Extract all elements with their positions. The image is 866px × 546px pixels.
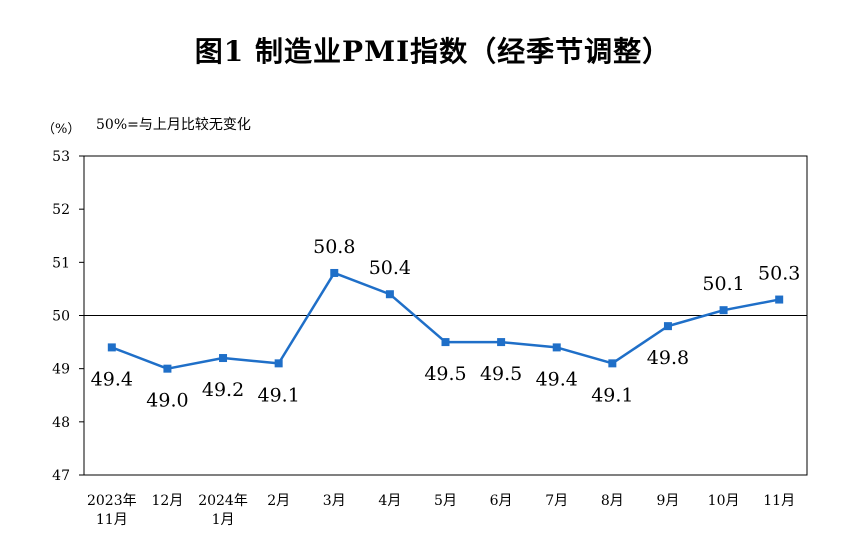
data-label: 49.1 [591, 384, 633, 406]
y-tick-label: 53 [52, 149, 70, 165]
y-tick-label: 49 [52, 362, 70, 378]
chart-note: 50%=与上月比较无变化 [96, 117, 251, 133]
data-point-marker [385, 290, 394, 299]
data-label: 49.5 [424, 363, 466, 385]
data-label: 50.4 [369, 257, 411, 279]
data-point-marker [441, 338, 450, 347]
data-point-marker [163, 364, 172, 373]
data-label: 50.3 [758, 263, 800, 285]
data-label: 49.2 [202, 379, 244, 401]
x-tick-label: 10月 [708, 493, 740, 509]
x-tick-label: 3月 [323, 493, 346, 509]
y-tick-label: 47 [52, 468, 70, 484]
data-label: 49.8 [647, 347, 689, 369]
x-tick-label: 6月 [490, 493, 513, 509]
y-tick-label: 48 [52, 415, 70, 431]
data-point-marker [719, 306, 728, 315]
data-label: 49.5 [480, 363, 522, 385]
data-point-marker [274, 359, 283, 368]
data-label: 49.1 [257, 384, 299, 406]
data-point-marker [608, 359, 617, 368]
y-tick-label: 51 [52, 255, 70, 271]
x-tick-label: 2月 [267, 493, 290, 509]
x-tick-label: 5月 [434, 493, 457, 509]
y-tick-label: 52 [52, 202, 70, 218]
x-tick-label: 8月 [601, 493, 624, 509]
data-point-marker [219, 354, 228, 363]
x-tick-label: 2023年 11月 [87, 493, 137, 528]
x-tick-label: 2024年 1月 [198, 493, 248, 528]
x-tick-label: 12月 [152, 493, 184, 509]
data-point-marker [107, 343, 116, 352]
data-point-marker [552, 343, 561, 352]
y-tick-label: 50 [52, 309, 70, 325]
chart-title: 图1 制造业PMI指数（经季节调整） [194, 35, 672, 68]
data-point-marker [330, 268, 339, 277]
x-tick-label: 7月 [545, 493, 568, 509]
data-point-marker [775, 295, 784, 304]
data-label: 50.1 [702, 273, 744, 295]
data-label: 49.4 [536, 368, 578, 390]
data-label: 50.8 [313, 236, 355, 258]
x-tick-label: 11月 [763, 493, 795, 509]
data-point-marker [663, 322, 672, 331]
data-label: 49.0 [146, 390, 188, 412]
data-label: 49.4 [91, 368, 133, 390]
x-tick-label: 4月 [378, 493, 401, 509]
y-axis-unit-label: （%） [42, 122, 81, 137]
data-point-marker [497, 338, 506, 347]
x-tick-label: 9月 [657, 493, 680, 509]
